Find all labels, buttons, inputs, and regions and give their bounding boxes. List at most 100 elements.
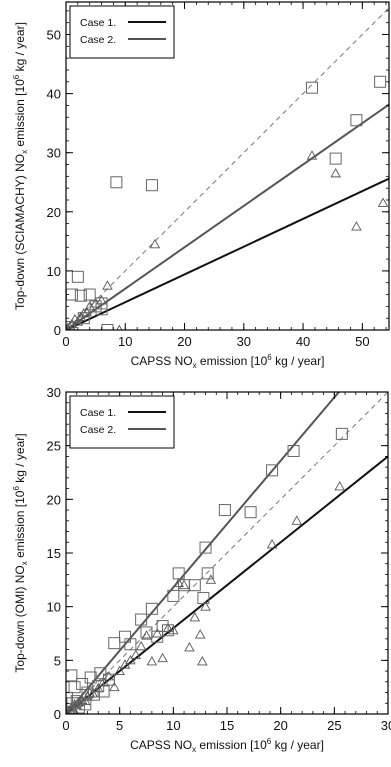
square-marker: [66, 321, 75, 330]
square-marker: [350, 114, 363, 127]
square-marker: [74, 289, 87, 302]
y-tick-label: 30: [47, 385, 61, 400]
triangle-marker: [377, 197, 389, 207]
x-tick-label: 30: [237, 334, 251, 349]
square-marker: [124, 638, 137, 651]
y-tick-label: 0: [54, 323, 61, 338]
square-marker: [71, 270, 84, 283]
reference-line: [66, 392, 388, 714]
square-marker: [110, 176, 123, 189]
square-marker: [95, 303, 108, 316]
square-marker: [79, 698, 92, 711]
regression-line-case-1: [66, 455, 388, 714]
square-marker: [145, 602, 158, 615]
square-marker: [145, 179, 158, 192]
square-marker: [244, 506, 257, 519]
square-marker: [188, 579, 201, 592]
y-tick-label: 20: [47, 492, 61, 507]
triangle-marker: [151, 628, 163, 638]
plot-area: [66, 392, 388, 714]
triangle-marker: [334, 481, 345, 491]
reference-line: [66, 7, 389, 330]
x-tick-label: 15: [220, 718, 234, 733]
regression-line-case-2: [66, 103, 389, 330]
regression-line-case-1: [66, 177, 389, 330]
x-tick-label: 10: [166, 718, 180, 733]
triangle-marker: [157, 652, 168, 663]
triangle-marker: [194, 629, 206, 639]
square-marker: [135, 613, 148, 626]
square-marker: [87, 688, 100, 701]
square-marker: [266, 464, 279, 477]
square-marker: [77, 312, 90, 325]
x-tick-label: 0: [62, 718, 69, 733]
triangle-marker: [197, 655, 208, 666]
y-tick-label: 40: [47, 87, 61, 102]
triangle-marker: [306, 150, 318, 160]
square-marker: [81, 686, 94, 699]
square-marker: [66, 705, 76, 714]
y-tick-label: 50: [47, 28, 61, 43]
triangle-marker: [66, 321, 75, 330]
triangle-marker: [291, 515, 303, 525]
square-marker: [218, 504, 231, 517]
legend-label: Case 2.: [80, 34, 116, 46]
square-marker: [84, 671, 97, 684]
square-marker: [102, 673, 115, 686]
y-tick-label: 20: [47, 205, 61, 220]
x-tick-label: 20: [177, 334, 191, 349]
square-marker: [83, 288, 96, 301]
x-tick-label: 40: [296, 334, 310, 349]
triangle-marker: [135, 640, 147, 651]
square-marker: [329, 152, 342, 165]
x-tick-label: 0: [62, 334, 69, 349]
legend-box: [69, 395, 175, 449]
square-marker: [335, 427, 348, 440]
triangle-marker: [125, 654, 136, 665]
square-marker: [70, 695, 83, 708]
chart-panel-2: 0 5 10 15 20 25 30 0 5 10 15 20 25 30 CAPSS NOx emissi…: [12, 385, 391, 754]
square-marker: [167, 589, 180, 602]
square-marker: [287, 445, 300, 458]
x-tick-label: 5: [116, 718, 123, 733]
chart-panel-1: 0 10 20 30 40 50 0 10 20 30 40 50 CAPSS NOx emission…: [12, 1, 390, 370]
square-marker: [172, 567, 185, 580]
triangle-marker: [200, 601, 211, 611]
y-tick-label: 5: [54, 653, 61, 668]
triangle-marker: [189, 611, 201, 622]
triangle-marker: [72, 316, 84, 326]
triangle-marker: [178, 579, 190, 590]
triangle-marker: [146, 655, 158, 666]
legend-box: [69, 5, 175, 59]
square-marker: [140, 626, 153, 639]
plot-area: [66, 7, 389, 330]
square-marker: [72, 701, 85, 714]
y-axis-label: Top-down (OMI) NOx emission [106 kg / ye…: [12, 433, 29, 672]
square-marker: [199, 541, 212, 554]
y-tick-label: 0: [54, 707, 61, 722]
x-tick-label: 50: [355, 334, 369, 349]
square-marker: [108, 637, 121, 650]
y-tick-label: 25: [47, 439, 61, 454]
regression-line-case-2: [66, 392, 341, 714]
triangle-marker: [103, 671, 115, 681]
square-marker: [101, 324, 114, 330]
triangle-marker: [266, 538, 278, 549]
y-tick-label: 10: [47, 264, 61, 279]
x-tick-label: 10: [118, 334, 132, 349]
triangle-marker: [184, 642, 195, 652]
y-tick-label: 10: [47, 600, 61, 615]
square-marker: [161, 624, 174, 637]
plot-frame: [65, 1, 390, 331]
y-axis-label: Top-down (SCIAMACHY) NOx emission [106 k…: [12, 22, 29, 310]
square-marker: [66, 669, 78, 682]
triangle-marker: [141, 630, 152, 640]
triangle-marker: [114, 665, 125, 676]
square-marker: [201, 567, 214, 580]
triangle-marker: [102, 280, 113, 290]
triangle-marker: [66, 705, 76, 714]
x-tick-label: 30: [381, 718, 391, 733]
square-marker: [97, 685, 110, 698]
triangle-marker: [130, 649, 142, 659]
